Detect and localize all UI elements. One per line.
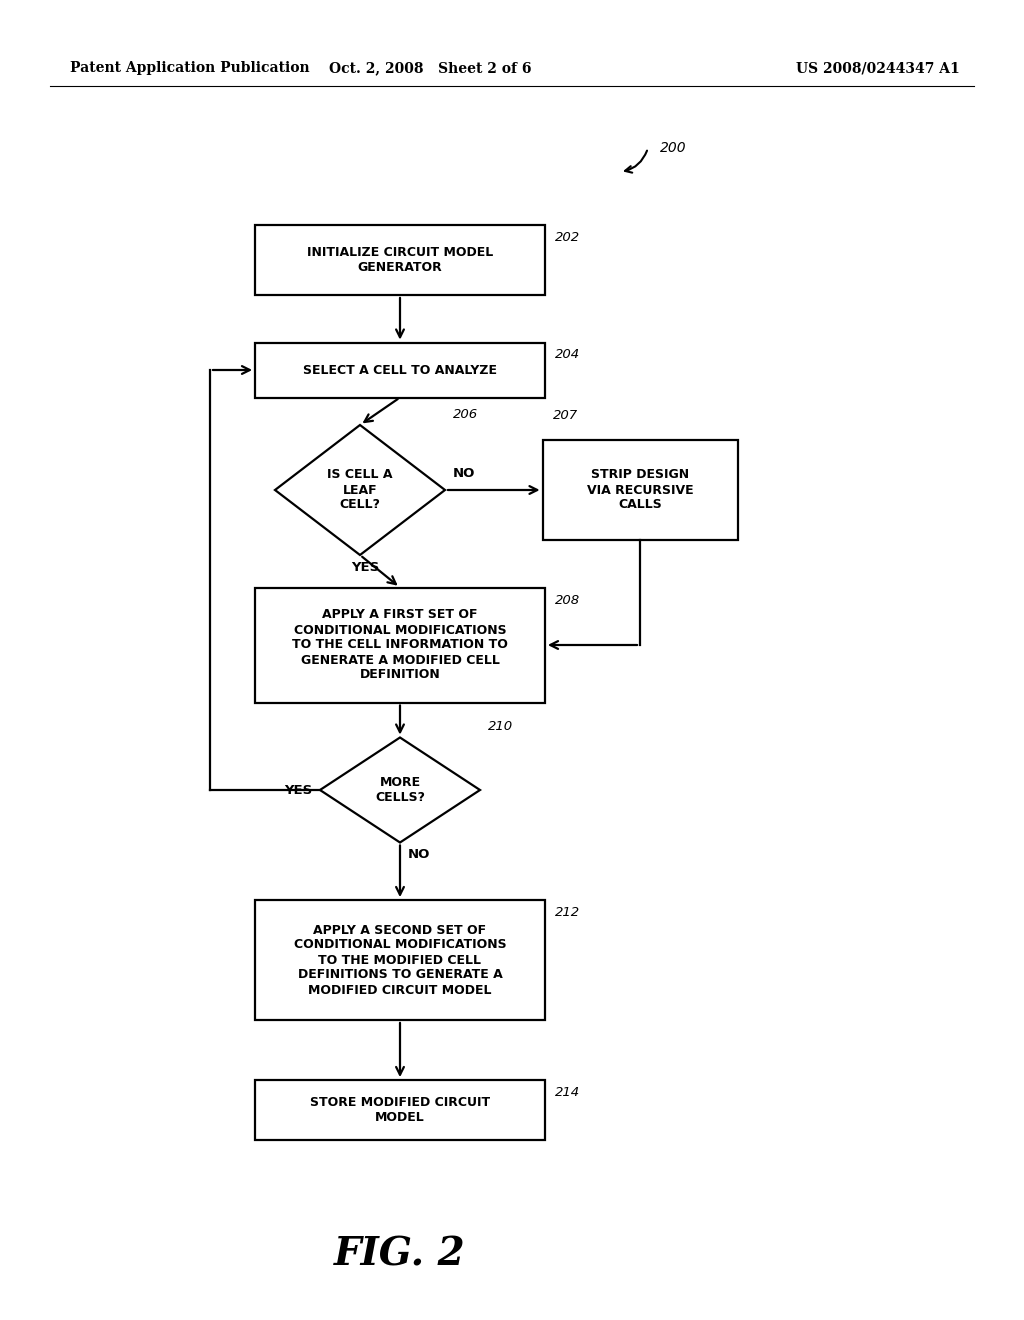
Text: IS CELL A
LEAF
CELL?: IS CELL A LEAF CELL? <box>328 469 393 511</box>
Text: US 2008/0244347 A1: US 2008/0244347 A1 <box>797 61 961 75</box>
Text: 212: 212 <box>555 906 581 919</box>
Polygon shape <box>275 425 445 554</box>
Bar <box>255 224 545 294</box>
Text: 204: 204 <box>555 348 581 362</box>
Text: MORE
CELLS?: MORE CELLS? <box>375 776 425 804</box>
Text: APPLY A SECOND SET OF
CONDITIONAL MODIFICATIONS
TO THE MODIFIED CELL
DEFINITIONS: APPLY A SECOND SET OF CONDITIONAL MODIFI… <box>294 924 506 997</box>
Text: SELECT A CELL TO ANALYZE: SELECT A CELL TO ANALYZE <box>303 363 497 376</box>
Text: STRIP DESIGN
VIA RECURSIVE
CALLS: STRIP DESIGN VIA RECURSIVE CALLS <box>587 469 693 511</box>
Text: YES: YES <box>284 784 312 796</box>
Text: STORE MODIFIED CIRCUIT
MODEL: STORE MODIFIED CIRCUIT MODEL <box>310 1096 490 1125</box>
Bar <box>255 1080 545 1140</box>
Text: 210: 210 <box>488 721 513 734</box>
Text: FIG. 2: FIG. 2 <box>334 1236 466 1274</box>
Text: 214: 214 <box>555 1086 581 1100</box>
Text: 208: 208 <box>555 594 581 606</box>
Bar <box>255 587 545 702</box>
Bar <box>255 342 545 397</box>
Polygon shape <box>319 738 480 842</box>
Text: YES: YES <box>351 561 379 574</box>
Text: Patent Application Publication: Patent Application Publication <box>70 61 309 75</box>
Text: 206: 206 <box>453 408 478 421</box>
Bar <box>543 440 737 540</box>
Text: Oct. 2, 2008   Sheet 2 of 6: Oct. 2, 2008 Sheet 2 of 6 <box>329 61 531 75</box>
Text: 200: 200 <box>660 141 687 154</box>
Text: INITIALIZE CIRCUIT MODEL
GENERATOR: INITIALIZE CIRCUIT MODEL GENERATOR <box>307 246 494 275</box>
Bar <box>255 900 545 1020</box>
Text: APPLY A FIRST SET OF
CONDITIONAL MODIFICATIONS
TO THE CELL INFORMATION TO
GENERA: APPLY A FIRST SET OF CONDITIONAL MODIFIC… <box>292 609 508 681</box>
Text: 207: 207 <box>553 409 578 422</box>
Text: NO: NO <box>453 467 475 480</box>
Text: 202: 202 <box>555 231 581 244</box>
Text: NO: NO <box>408 849 430 862</box>
